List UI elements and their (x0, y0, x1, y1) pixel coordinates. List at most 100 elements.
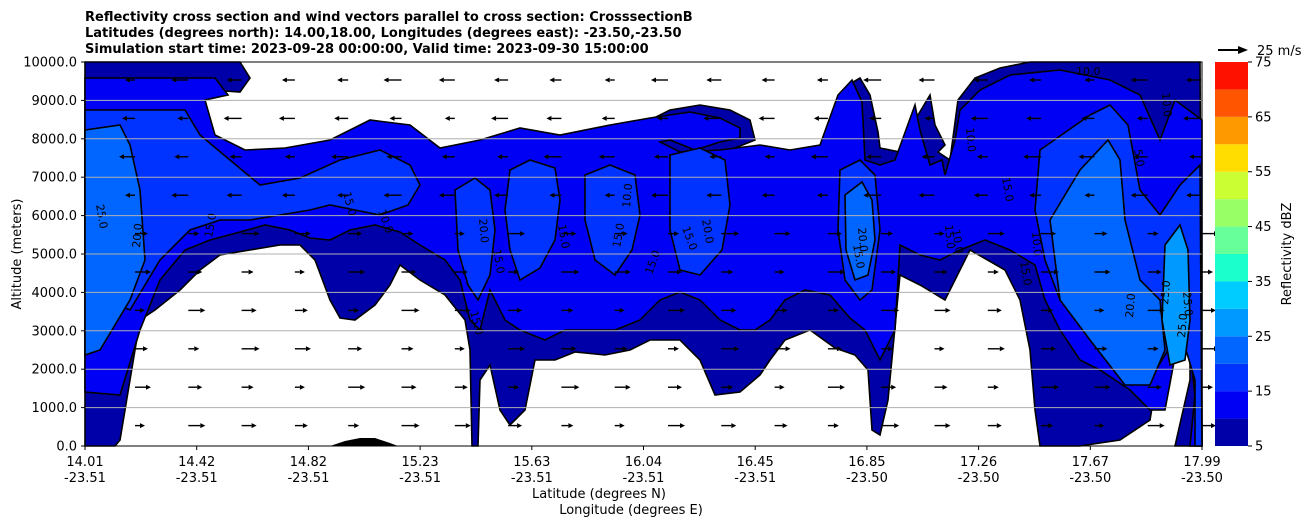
wind-vector-head (1084, 77, 1090, 83)
wind-vector-head (863, 192, 869, 198)
contour-label: 10.0 (1076, 65, 1101, 78)
x-tick-label-lat: 17.26 (960, 455, 997, 470)
contour-label: 15.0 (202, 212, 219, 238)
y-tick-label: 1000.0 (32, 401, 78, 416)
wind-vector-head (441, 154, 447, 160)
contour-fill-20dbz-left (84, 124, 146, 357)
wind-vector-head (999, 346, 1005, 352)
colorbar-tick-label: 25 (1255, 330, 1272, 345)
contour-label: 20.0 (855, 227, 870, 253)
wind-vector-head (839, 384, 845, 390)
wind-vector-head (1208, 384, 1213, 390)
wind-vector-head (758, 115, 764, 121)
grid-lines (85, 99, 1202, 409)
wind-vector-head (654, 154, 659, 160)
contour-label: 15.0 (610, 222, 627, 248)
wind-vector-head (1208, 269, 1213, 275)
wind-vector-head (140, 423, 145, 429)
x-tick-label-lat: 17.99 (1183, 455, 1220, 470)
wind-vector-head (1153, 346, 1159, 352)
wind-vector-head (223, 115, 229, 121)
wind-vector-head (1159, 307, 1165, 313)
wind-vector-head (438, 192, 444, 198)
wind-vector-head (976, 154, 982, 160)
x-tick-label-lon: -23.51 (623, 471, 665, 486)
wind-vector-head (945, 423, 951, 429)
wind-vector-head (734, 231, 740, 237)
wind-vector-head (543, 154, 549, 160)
wind-vector-head (514, 269, 520, 275)
wind-vector-head (869, 115, 875, 121)
wind-vector-head (888, 231, 894, 237)
wind-vector-head (497, 154, 503, 160)
contour-fill-15dbz-left (84, 109, 421, 312)
wind-vector-head (281, 77, 287, 83)
wind-vector-head (360, 269, 366, 275)
wind-vector-head (281, 192, 287, 198)
wind-vector-head (924, 115, 930, 121)
wind-vector-head (302, 423, 308, 429)
y-axis: 0.0 1000.0 2000.0 3000.0 4000.0 5000.0 6000.0 7… (23, 56, 85, 455)
wind-vector-head (1130, 192, 1136, 198)
contour-label: 25.0 (93, 203, 110, 229)
wind-vector-head (1186, 192, 1191, 198)
wind-vector-head (1078, 154, 1084, 160)
wind-vector-head (680, 423, 685, 429)
colorbar-tick-label: 75 (1255, 56, 1272, 71)
wind-vector-head (494, 192, 500, 198)
wind-vector-head (251, 423, 257, 429)
wind-vector-head (337, 77, 343, 83)
wind-vector-head (1156, 384, 1162, 390)
wind-vector-head (1102, 346, 1108, 352)
x-tick-label-lat: 17.67 (1072, 455, 1109, 470)
wind-vector-head (571, 346, 577, 352)
y-tick-label: 4000.0 (32, 286, 78, 301)
x-axis-label-lat: Latitude (degrees N) (532, 487, 666, 502)
wind-vector-head (1084, 192, 1090, 198)
wind-vector-head (866, 154, 872, 160)
wind-vector-head (444, 115, 450, 121)
colorbar-segment (1215, 116, 1248, 145)
x-tick-label-lat: 15.23 (401, 455, 438, 470)
wind-vector-head (414, 307, 420, 313)
wind-vector-head (601, 115, 607, 121)
colorbar-label: Reflectivity dBZ (1280, 203, 1295, 306)
contour-label: 15.0 (942, 224, 957, 250)
wind-vector-head (810, 154, 816, 160)
wind-vector-head (888, 346, 894, 352)
colorbar-tick-label: 35 (1255, 275, 1272, 290)
wind-vector-head (779, 384, 785, 390)
contour-label: 10.0 (620, 183, 635, 209)
wind-vector-head (918, 77, 924, 83)
wind-vector-head (785, 346, 791, 352)
wind-vector-head (248, 269, 254, 275)
y-tick-label: 2000.0 (32, 363, 78, 378)
colorbar-segment (1215, 363, 1248, 392)
wind-vector-head (973, 192, 979, 198)
wind-vector-head (494, 77, 500, 83)
contour-label: 25.0 (1175, 313, 1190, 339)
wind-vector-head (334, 115, 340, 121)
wind-vector-head (177, 115, 183, 121)
wind-vector-head (622, 231, 628, 237)
wind-vector-head (302, 307, 308, 313)
wind-vector-head (119, 154, 124, 160)
wind-vectors (119, 77, 1219, 429)
wind-vector-head (248, 384, 254, 390)
wind-vector-head (414, 423, 420, 429)
wind-vector-head (1105, 384, 1111, 390)
wind-vector-head (520, 231, 526, 237)
wind-vector-head (657, 115, 662, 121)
colorbar-segment (1215, 281, 1248, 309)
wind-vector-head (194, 231, 200, 237)
wind-vector-head (226, 192, 232, 198)
wind-vector-head (491, 115, 497, 121)
wind-vector-head (999, 231, 1005, 237)
contour-fill-25dbz-right (1161, 223, 1191, 367)
contour-fill-15dbz-mid1 (454, 177, 496, 302)
wind-vector-head (357, 231, 363, 237)
wind-vector-head (836, 346, 842, 352)
x-tick-label-lon: -23.51 (511, 471, 553, 486)
colorbar-segment (1215, 254, 1248, 282)
x-axis: 14.01-23.5114.42-23.5114.82-23.5115.23-2… (64, 446, 1223, 486)
